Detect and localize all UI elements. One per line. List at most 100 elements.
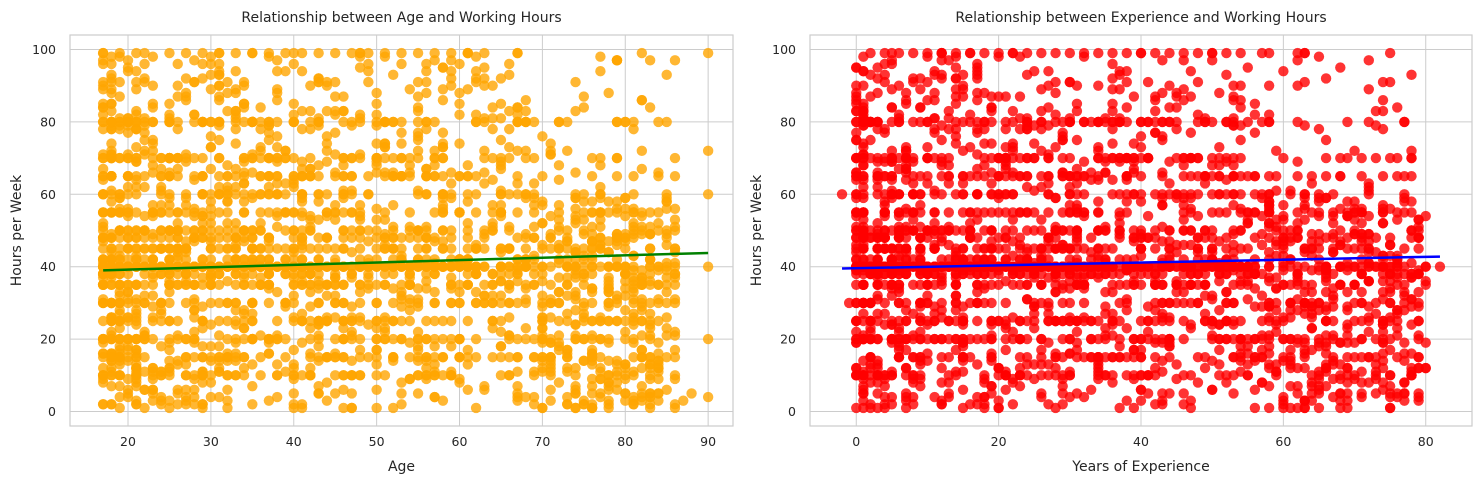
scatter-cloud-point: [181, 193, 191, 203]
scatter-cloud-point: [222, 334, 232, 344]
scatter-cloud-point: [922, 142, 932, 152]
scatter-cloud-point: [951, 62, 961, 72]
scatter-cloud-point: [131, 251, 141, 261]
scatter-cloud-point: [1001, 124, 1011, 134]
scatter-cloud-point: [612, 55, 622, 65]
scatter-cloud-point: [1307, 171, 1317, 181]
scatter-cloud-point: [496, 200, 506, 210]
scatter-cloud-point: [512, 381, 522, 391]
scatter-cloud-point: [512, 352, 522, 362]
scatter-cloud-point: [429, 392, 439, 402]
scatter-cloud-point: [1093, 196, 1103, 206]
scatter-cloud-point: [231, 218, 241, 228]
scatter-cloud-point: [628, 399, 638, 409]
scatter-cloud-point: [164, 117, 174, 127]
scatter-cloud-point: [438, 153, 448, 163]
scatter-cloud-point: [1243, 117, 1253, 127]
scatter-cloud-point: [272, 211, 282, 221]
scatter-cloud-point: [570, 77, 580, 87]
scatter-cloud-point: [554, 341, 564, 351]
scatter-cloud-point: [438, 95, 448, 105]
scatter-cloud-point: [396, 334, 406, 344]
scatter-cloud-point: [1243, 370, 1253, 380]
scatter-cloud-point: [1086, 233, 1096, 243]
scatter-cloud-point: [106, 399, 116, 409]
scatter-cloud-point: [297, 280, 307, 290]
scatter-cloud-point: [429, 160, 439, 170]
scatter-cloud-point: [388, 70, 398, 80]
scatter-cloud-point: [405, 305, 415, 315]
scatter-cloud-point: [189, 385, 199, 395]
scatter-cloud-point: [139, 352, 149, 362]
scatter-cloud-point: [289, 388, 299, 398]
scatter-cloud-point: [1207, 189, 1217, 199]
scatter-cloud-point: [670, 204, 680, 214]
scatter-cloud-point: [628, 207, 638, 217]
scatter-cloud-point: [338, 334, 348, 344]
scatter-cloud-point: [579, 309, 589, 319]
scatter-cloud-point: [247, 243, 257, 253]
scatter-cloud-point: [1114, 66, 1124, 76]
scatter-cloud-point: [421, 370, 431, 380]
scatter-cloud-point: [115, 280, 125, 290]
scatter-cloud-point: [297, 66, 307, 76]
scatter-cloud-point: [471, 207, 481, 217]
scatter-cloud-point: [1235, 48, 1245, 58]
scatter-cloud-point: [289, 345, 299, 355]
scatter-point: [521, 262, 531, 272]
scatter-cloud-point: [264, 280, 274, 290]
scatter-cloud-point: [645, 55, 655, 65]
scatter-cloud-point: [131, 359, 141, 369]
scatter-cloud-point: [1292, 269, 1302, 279]
scatter-cloud-point: [545, 385, 555, 395]
scatter-cloud-point: [529, 153, 539, 163]
scatter-cloud-point: [463, 243, 473, 253]
scatter-cloud-point: [587, 403, 597, 413]
scatter-point: [537, 334, 547, 344]
scatter-cloud-point: [951, 99, 961, 109]
scatter-cloud-point: [421, 59, 431, 69]
scatter-point: [703, 262, 713, 272]
scatter-cloud-point: [264, 171, 274, 181]
scatter-cloud-point: [272, 88, 282, 98]
scatter-point: [637, 352, 647, 362]
scatter-cloud-point: [380, 334, 390, 344]
scatter-cloud-point: [231, 269, 241, 279]
scatter-cloud-point: [993, 403, 1003, 413]
scatter-cloud-point: [131, 381, 141, 391]
scatter-cloud-point: [214, 341, 224, 351]
scatter-cloud-point: [958, 403, 968, 413]
scatter-cloud-point: [1157, 193, 1167, 203]
scatter-cloud-point: [620, 283, 630, 293]
scatter-point: [479, 80, 489, 90]
scatter-cloud-point: [264, 120, 274, 130]
scatter-cloud-point: [570, 287, 580, 297]
scatter-cloud-point: [1136, 117, 1146, 127]
scatter-cloud-point: [106, 233, 116, 243]
scatter-point: [181, 243, 191, 253]
scatter-cloud-point: [115, 91, 125, 101]
scatter-cloud-point: [396, 290, 406, 300]
scatter-cloud-point: [413, 388, 423, 398]
x-tick-label: 90: [700, 434, 716, 449]
scatter-cloud-point: [297, 211, 307, 221]
scatter-cloud-point: [1122, 77, 1132, 87]
scatter-cloud-point: [496, 135, 506, 145]
scatter-cloud-point: [922, 316, 932, 326]
scatter-cloud-point: [98, 80, 108, 90]
scatter-cloud-point: [1378, 106, 1388, 116]
scatter-cloud-point: [429, 287, 439, 297]
scatter-cloud-point: [338, 352, 348, 362]
scatter-cloud-point: [255, 102, 265, 112]
scatter-cloud-point: [471, 403, 481, 413]
scatter-cloud-point: [1001, 345, 1011, 355]
chart-title: Relationship between Age and Working Hou…: [241, 10, 561, 26]
scatter-cloud-point: [1200, 363, 1210, 373]
scatter-cloud-point: [1015, 91, 1025, 101]
scatter-cloud-point: [1421, 276, 1431, 286]
scatter-cloud-point: [231, 106, 241, 116]
scatter-cloud-point: [487, 113, 497, 123]
scatter-cloud-point: [305, 348, 315, 358]
scatter-cloud-point: [156, 399, 166, 409]
scatter-cloud-point: [1079, 117, 1089, 127]
